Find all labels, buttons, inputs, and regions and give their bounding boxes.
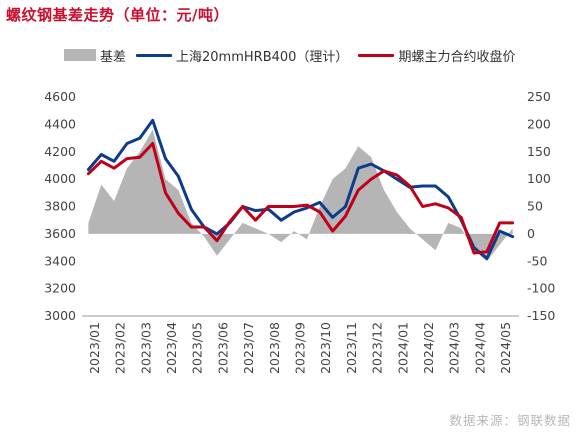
legend-swatch-spot bbox=[136, 53, 173, 57]
x-tick-label: 2023/05 bbox=[190, 322, 205, 374]
y-right-tick-label: 200 bbox=[527, 116, 551, 131]
y-right-tick-label: 250 bbox=[527, 89, 551, 104]
y-right-tick-label: 0 bbox=[527, 226, 535, 241]
y-left-tick-label: 3400 bbox=[44, 253, 76, 268]
x-tick-label: 2023/09 bbox=[293, 322, 308, 374]
series-futures-line bbox=[86, 142, 515, 255]
x-tick-label: 2024/03 bbox=[447, 322, 462, 374]
legend-swatch-futures bbox=[358, 53, 395, 57]
legend-item-futures: 期螺主力合约收盘价 bbox=[358, 46, 515, 65]
y-left-tick-label: 3200 bbox=[44, 281, 76, 296]
legend-label-futures: 期螺主力合约收盘价 bbox=[398, 49, 516, 65]
y-right-tick-label: 150 bbox=[527, 144, 551, 159]
x-tick-label: 2023/12 bbox=[370, 322, 385, 374]
legend-label-spot: 上海20mmHRB400（理计） bbox=[176, 49, 349, 65]
chart-legend: 基差 上海20mmHRB400（理计） 期螺主力合约收盘价 bbox=[64, 46, 525, 65]
y-left-tick-label: 4600 bbox=[44, 89, 76, 104]
y-left-tick-label: 3600 bbox=[44, 226, 76, 241]
x-tick-label: 2023/11 bbox=[344, 322, 359, 374]
y-right-tick-label: -100 bbox=[527, 281, 555, 296]
y-right-tick-label: -150 bbox=[527, 308, 555, 323]
y-left-tick-label: 3000 bbox=[44, 308, 76, 323]
x-tick-label: 2023/10 bbox=[318, 322, 333, 374]
x-tick-label: 2023/03 bbox=[138, 322, 153, 374]
legend-swatch-basis bbox=[64, 49, 96, 61]
y-left-tick-label: 4000 bbox=[44, 171, 76, 186]
x-tick-label: 2023/06 bbox=[215, 322, 230, 374]
y-right-tick-label: 50 bbox=[527, 199, 543, 214]
chart-title: 螺纹钢基差走势（单位：元/吨） bbox=[6, 6, 229, 24]
x-tick-label: 2023/01 bbox=[87, 322, 102, 374]
legend-label-basis: 基差 bbox=[100, 49, 127, 65]
legend-item-spot: 上海20mmHRB400（理计） bbox=[136, 46, 348, 65]
y-right-tick-label: 100 bbox=[527, 171, 551, 186]
x-tick-label: 2023/08 bbox=[267, 322, 282, 374]
x-tick-label: 2023/07 bbox=[241, 322, 256, 374]
x-tick-label: 2024/04 bbox=[472, 322, 487, 374]
x-tick-label: 2024/01 bbox=[395, 322, 410, 374]
x-tick-label: 2023/04 bbox=[164, 322, 179, 374]
legend-item-basis: 基差 bbox=[64, 46, 126, 65]
x-tick-label: 2023/02 bbox=[113, 322, 128, 374]
y-left-tick-label: 4200 bbox=[44, 144, 76, 159]
data-source-note: 数据来源：钢联数据 bbox=[449, 413, 571, 428]
y-left-tick-label: 3800 bbox=[44, 199, 76, 214]
series-spot-line bbox=[86, 118, 515, 260]
y-left-tick-label: 4400 bbox=[44, 116, 76, 131]
x-tick-label: 2024/05 bbox=[498, 322, 513, 374]
x-tick-label: 2024/02 bbox=[421, 322, 436, 374]
y-right-tick-label: -50 bbox=[527, 253, 547, 268]
